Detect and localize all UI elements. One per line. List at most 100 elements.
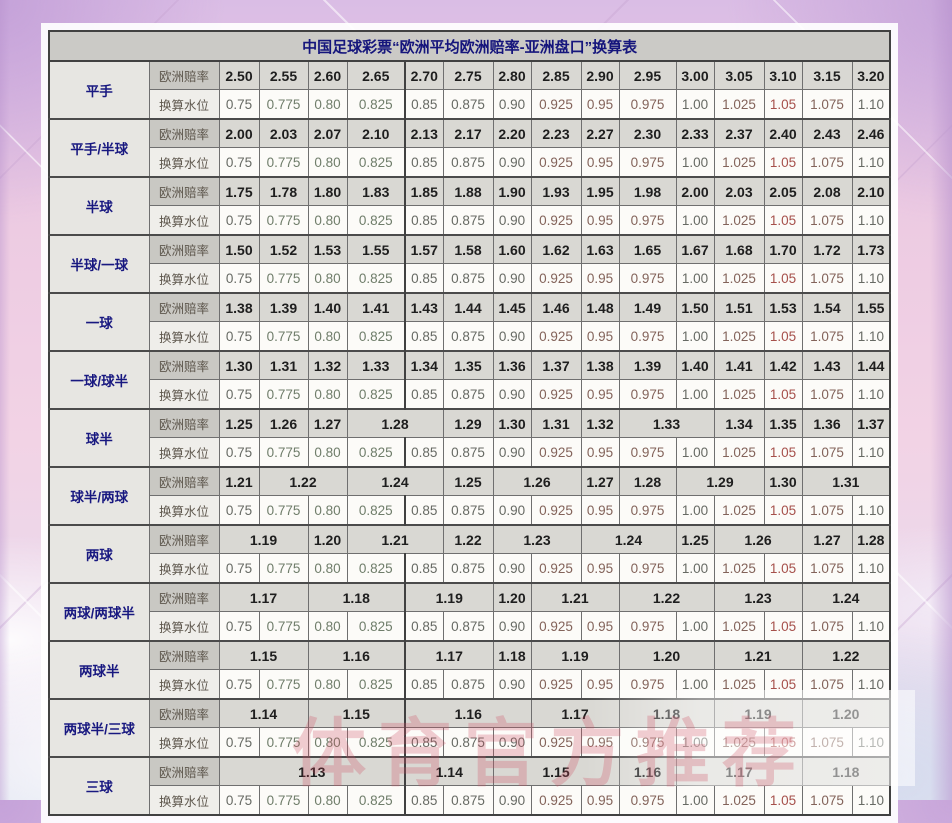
- odds-value-cell: 2.13: [404, 118, 444, 148]
- water-value-cell: 0.80: [307, 437, 348, 468]
- odds-value-cell: 2.46: [851, 118, 891, 148]
- odds-value-cell: 1.20: [618, 640, 715, 670]
- water-value-cell: 1.10: [851, 147, 891, 178]
- water-value-cell: 0.825: [346, 89, 406, 120]
- water-row: 换算水位 0.75 0.775 0.80 0.825 0.85 0.875 0.90 0.925…: [49, 669, 891, 700]
- odds-value-cell: 3.20: [851, 60, 891, 90]
- odds-value-cell: 1.55: [346, 234, 406, 264]
- water-value-cell: 1.075: [801, 321, 853, 352]
- odds-value-cell: 1.19: [218, 524, 309, 554]
- odds-value-cell: 1.36: [801, 408, 853, 438]
- water-value-cell: 0.80: [307, 147, 348, 178]
- water-value-cell: 0.775: [258, 321, 309, 352]
- odds-row: 球半 欧洲赔率 1.25 1.26 1.27 1.28 1.29 1.30 1.31 1.32 1.…: [48, 408, 891, 468]
- odds-value-cell: 1.18: [801, 756, 891, 786]
- water-row: 换算水位 0.75 0.775 0.80 0.825 0.85 0.875 0.90 0.925…: [49, 553, 891, 584]
- odds-value-cell: 2.80: [492, 60, 532, 90]
- water-value-cell: 1.075: [801, 727, 853, 758]
- water-value-cell: 0.775: [258, 437, 309, 468]
- water-value-cell: 0.775: [258, 785, 309, 816]
- row-type-label-water: 换算水位: [148, 553, 220, 584]
- water-value-cell: 0.75: [218, 495, 260, 526]
- water-value-cell: 1.025: [713, 727, 765, 758]
- water-value-cell: 0.825: [346, 727, 406, 758]
- odds-value-cell: 2.20: [492, 118, 532, 148]
- handicap-label: 一球: [48, 292, 150, 352]
- water-value-cell: 1.00: [675, 669, 715, 700]
- water-value-cell: 1.05: [763, 147, 803, 178]
- odds-value-cell: 1.52: [258, 234, 309, 264]
- water-value-cell: 1.00: [675, 263, 715, 294]
- odds-value-cell: 2.43: [801, 118, 853, 148]
- water-value-cell: 1.00: [675, 321, 715, 352]
- row-type-label-water: 换算水位: [148, 89, 220, 120]
- odds-row: 三球 欧洲赔率 1.13 1.14 1.15 1.16 1.17 1.18: [48, 756, 891, 816]
- odds-value-cell: 1.19: [404, 582, 494, 612]
- water-value-cell: 0.85: [404, 263, 444, 294]
- odds-value-cell: 1.72: [801, 234, 853, 264]
- odds-value-cell: 1.24: [580, 524, 677, 554]
- water-value-cell: 0.80: [307, 495, 348, 526]
- water-value-cell: 0.875: [442, 669, 494, 700]
- water-value-cell: 0.825: [346, 495, 406, 526]
- water-value-cell: 0.875: [442, 437, 494, 468]
- water-value-cell: 1.05: [763, 263, 803, 294]
- odds-value-cell: 1.39: [258, 292, 309, 322]
- odds-value-cell: 1.25: [675, 524, 715, 554]
- water-value-cell: 0.85: [404, 437, 444, 468]
- odds-value-cell: 1.32: [580, 408, 620, 438]
- handicap-label: 平手/半球: [48, 118, 150, 178]
- odds-value-cell: 2.17: [442, 118, 494, 148]
- odds-value-cell: 1.14: [218, 698, 309, 728]
- water-value-cell: 0.85: [404, 89, 444, 120]
- odds-value-cell: 2.27: [580, 118, 620, 148]
- water-value-cell: 1.05: [763, 669, 803, 700]
- water-value-cell: 0.925: [530, 669, 582, 700]
- water-value-cell: 0.775: [258, 669, 309, 700]
- odds-value-cell: 1.40: [307, 292, 348, 322]
- row-type-label-water: 换算水位: [148, 205, 220, 236]
- water-value-cell: 1.10: [851, 495, 891, 526]
- water-value-cell: 0.95: [580, 147, 620, 178]
- odds-value-cell: 1.80: [307, 176, 348, 206]
- water-value-cell: 0.975: [618, 205, 677, 236]
- water-value-cell: 0.825: [346, 379, 406, 410]
- odds-value-cell: 1.57: [404, 234, 444, 264]
- row-type-label-odds: 欧洲赔率: [148, 466, 220, 496]
- water-value-cell: 1.00: [675, 147, 715, 178]
- water-value-cell: 0.90: [492, 785, 532, 816]
- water-value-cell: 0.80: [307, 321, 348, 352]
- water-value-cell: 0.825: [346, 205, 406, 236]
- odds-value-cell: 1.30: [218, 350, 260, 380]
- water-value-cell: 0.925: [530, 321, 582, 352]
- table-frame: 中国足球彩票“欧洲平均欧洲赔率-亚洲盘口”换算表 平手 欧洲赔率 2.50 2.55 2.…: [41, 23, 899, 823]
- water-value-cell: 0.95: [580, 205, 620, 236]
- odds-value-cell: 1.26: [258, 408, 309, 438]
- odds-value-cell: 1.49: [618, 292, 677, 322]
- water-value-cell: 0.775: [258, 495, 309, 526]
- water-value-cell: 1.075: [801, 437, 853, 468]
- odds-value-cell: 1.18: [492, 640, 532, 670]
- water-value-cell: 0.825: [346, 611, 406, 642]
- water-value-cell: 1.05: [763, 205, 803, 236]
- water-value-cell: 0.925: [530, 495, 582, 526]
- water-value-cell: 1.075: [801, 785, 853, 816]
- water-value-cell: 1.00: [675, 379, 715, 410]
- odds-value-cell: 1.55: [851, 292, 891, 322]
- row-type-label-odds: 欧洲赔率: [148, 350, 220, 380]
- water-value-cell: 1.10: [851, 727, 891, 758]
- water-value-cell: 1.025: [713, 785, 765, 816]
- water-value-cell: 0.80: [307, 263, 348, 294]
- water-value-cell: 0.90: [492, 553, 532, 584]
- odds-value-cell: 2.00: [675, 176, 715, 206]
- water-value-cell: 0.95: [580, 669, 620, 700]
- water-value-cell: 0.75: [218, 147, 260, 178]
- odds-value-cell: 2.37: [713, 118, 765, 148]
- water-value-cell: 0.925: [530, 205, 582, 236]
- water-value-cell: 0.75: [218, 89, 260, 120]
- odds-value-cell: 1.37: [530, 350, 582, 380]
- odds-value-cell: 1.51: [713, 292, 765, 322]
- water-value-cell: 1.05: [763, 785, 803, 816]
- water-value-cell: 0.975: [618, 553, 677, 584]
- water-value-cell: 1.10: [851, 89, 891, 120]
